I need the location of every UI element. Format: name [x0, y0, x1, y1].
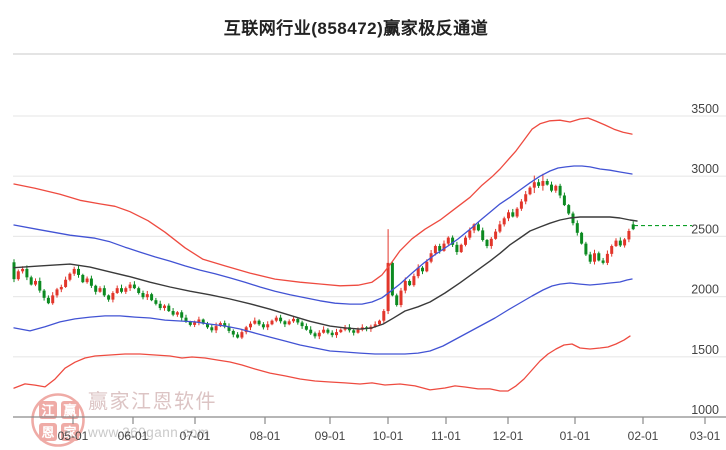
- svg-text:恩: 恩: [41, 425, 54, 440]
- svg-text:06-01: 06-01: [118, 429, 149, 443]
- svg-text:1000: 1000: [691, 403, 719, 417]
- svg-text:10-01: 10-01: [373, 429, 404, 443]
- watermark-layer: 江赢恩 家赢家江恩软件 www.360gann.com: [31, 390, 217, 447]
- svg-text:03-01: 03-01: [690, 429, 721, 443]
- grid-layer: [13, 115, 726, 358]
- svg-text:02-01: 02-01: [628, 429, 659, 443]
- svg-text:09-01: 09-01: [315, 429, 346, 443]
- svg-text:07-01: 07-01: [180, 429, 211, 443]
- svg-text:01-01: 01-01: [560, 429, 591, 443]
- svg-text:2000: 2000: [691, 283, 719, 297]
- svg-text:08-01: 08-01: [250, 429, 281, 443]
- svg-text:05-01: 05-01: [58, 429, 89, 443]
- chart-title: 互联网行业(858472)赢家极反通道: [223, 18, 489, 38]
- svg-text:赢家江恩软件: 赢家江恩软件: [88, 390, 217, 413]
- channel-lines-layer: [13, 117, 638, 392]
- axes-layer: 05-01 06-01 07-01 08-01 09-01 10-01 11-01 12-01…: [13, 102, 726, 443]
- svg-text:江: 江: [41, 403, 54, 418]
- svg-text:1500: 1500: [691, 343, 719, 357]
- svg-text:www.360gann.com: www.360gann.com: [87, 425, 210, 440]
- svg-text:11-01: 11-01: [431, 429, 461, 443]
- svg-text:家: 家: [63, 425, 77, 440]
- svg-text:3500: 3500: [691, 102, 719, 116]
- svg-text:12-01: 12-01: [493, 429, 524, 443]
- svg-text:2500: 2500: [691, 222, 719, 236]
- candles-layer: [12, 173, 635, 340]
- svg-text:赢: 赢: [63, 403, 76, 418]
- title-separator: [13, 53, 726, 55]
- svg-text:3000: 3000: [691, 162, 719, 176]
